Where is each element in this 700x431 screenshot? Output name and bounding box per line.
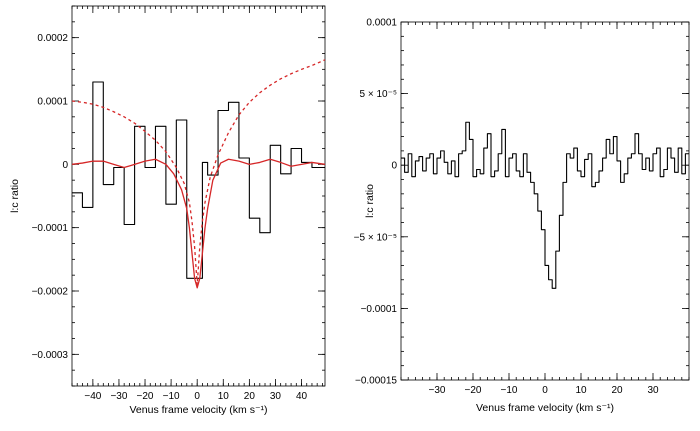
y-tick-label: 5 × 10⁻⁵ [359,89,397,100]
y-tick-label: 0 [62,160,68,171]
dashed-fit-line [72,59,325,286]
y-tick-label: −0.0003 [32,350,69,361]
x-tick-label: −20 [137,391,154,402]
y-tick-label: 0.0002 [37,33,68,44]
plot-frame [400,21,690,381]
x-tick-label: 40 [296,391,308,402]
y-axis-title: l:c ratio [364,184,376,218]
y-tick-label: 0 [391,161,397,172]
step-series-line [401,121,689,289]
y-tick-label: 0.0001 [37,97,68,108]
y-axis-title: l:c ratio [9,179,21,213]
x-tick-label: 20 [611,385,623,396]
x-tick-label: 30 [270,391,282,402]
y-tick-label: −0.0001 [32,223,69,234]
solid-fit-line [72,158,325,289]
step-series-line [72,81,325,279]
right-plot-panel: −30 −20 −10 0 10 20 30 −0.00015 −0.0001 −5 × 10⁻⁵… [354,18,690,414]
x-axis-title: Venus frame velocity (km s⁻¹) [476,402,614,414]
x-tick-label: 10 [575,385,587,396]
y-tick-label: −0.0002 [32,287,69,298]
x-tick-label: −10 [501,385,518,396]
x-tick-label: −30 [110,391,127,402]
y-tick-label: −5 × 10⁻⁵ [354,232,397,243]
x-tick-label: 0 [542,385,548,396]
x-tick-label: −10 [163,391,180,402]
plot-frame [71,5,326,387]
x-tick-label: −40 [84,391,101,402]
y-tick-label: −0.0001 [361,304,398,315]
x-tick-label: 0 [194,391,200,402]
left-plot-panel: −40 −30 −20 −10 0 10 20 30 40 −0.0003 −0.0002 −0.00… [9,5,326,416]
x-tick-label: 30 [647,385,659,396]
x-tick-label: 20 [244,391,256,402]
x-tick-label: −20 [465,385,482,396]
y-tick-label: −0.00015 [355,376,397,387]
y-tick-label: 0.0001 [366,18,397,29]
x-axis-title: Venus frame velocity (km s⁻¹) [130,404,268,416]
x-tick-label: 10 [218,391,230,402]
x-tick-label: −30 [429,385,446,396]
